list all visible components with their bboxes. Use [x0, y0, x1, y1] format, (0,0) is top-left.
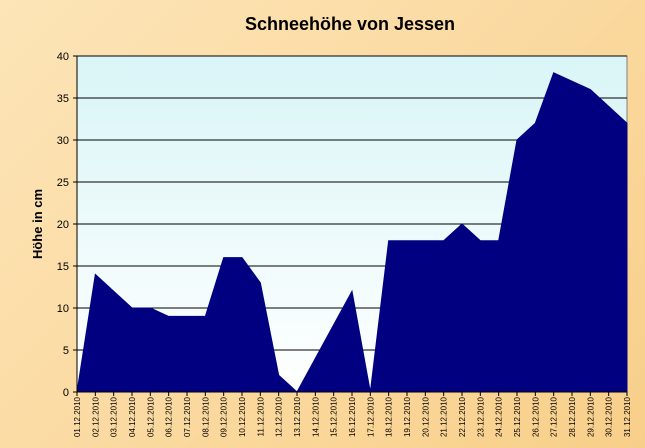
- x-tick-label: 30.12.2010: [605, 396, 614, 437]
- x-tick-label: 15.12.2010: [330, 396, 339, 437]
- y-tick-label: 0: [63, 387, 69, 399]
- x-tick-label: 04.12.2010: [128, 396, 137, 437]
- x-tick-label: 20.12.2010: [421, 396, 430, 437]
- x-tick-label: 27.12.2010: [550, 396, 559, 437]
- x-tick-label: 31.12.2010: [623, 396, 632, 437]
- x-tick-label: 25.12.2010: [513, 396, 522, 437]
- x-tick-label: 12.12.2010: [275, 396, 284, 437]
- x-tick-label: 13.12.2010: [293, 396, 302, 437]
- x-tick-label: 02.12.2010: [91, 396, 100, 437]
- x-axis-ticks: 01.12.2010 02.12.2010 03.12.2010 04.12.2010…: [73, 392, 632, 437]
- x-tick-label: 24.12.2010: [495, 396, 504, 437]
- x-tick-label: 06.12.2010: [165, 396, 174, 437]
- x-tick-label: 08.12.2010: [201, 396, 210, 437]
- x-tick-label: 16.12.2010: [348, 396, 357, 437]
- x-tick-label: 19.12.2010: [403, 396, 412, 437]
- x-tick-label: 29.12.2010: [586, 396, 595, 437]
- x-tick-label: 10.12.2010: [238, 396, 247, 437]
- x-tick-label: 23.12.2010: [476, 396, 485, 437]
- x-tick-label: 11.12.2010: [256, 396, 265, 436]
- chart-title: Schneehöhe von Jessen: [244, 14, 456, 34]
- y-tick-label: 15: [57, 261, 69, 273]
- y-axis-ticks: 0 5 10 15 20 25 30 35 40: [57, 51, 77, 399]
- y-axis-label: Höhe in cm: [30, 189, 45, 259]
- x-tick-label: 07.12.2010: [183, 396, 192, 437]
- x-tick-label: 14.12.2010: [311, 396, 320, 437]
- x-tick-label: 01.12.2010: [73, 396, 82, 437]
- y-tick-label: 35: [57, 93, 69, 105]
- y-tick-label: 40: [57, 51, 69, 63]
- y-tick-label: 10: [57, 303, 69, 315]
- x-tick-label: 03.12.2010: [110, 396, 119, 437]
- y-tick-label: 25: [57, 177, 69, 189]
- x-tick-label: 28.12.2010: [568, 396, 577, 437]
- x-tick-label: 22.12.2010: [458, 396, 467, 437]
- x-tick-label: 05.12.2010: [146, 396, 155, 437]
- x-tick-label: 09.12.2010: [220, 396, 229, 437]
- x-tick-label: 17.12.2010: [366, 396, 375, 437]
- y-tick-label: 20: [57, 219, 69, 231]
- x-tick-label: 21.12.2010: [440, 396, 449, 437]
- x-tick-label: 26.12.2010: [531, 396, 540, 437]
- y-tick-label: 5: [63, 345, 69, 357]
- x-tick-label: 18.12.2010: [385, 396, 394, 437]
- y-tick-label: 30: [57, 135, 69, 147]
